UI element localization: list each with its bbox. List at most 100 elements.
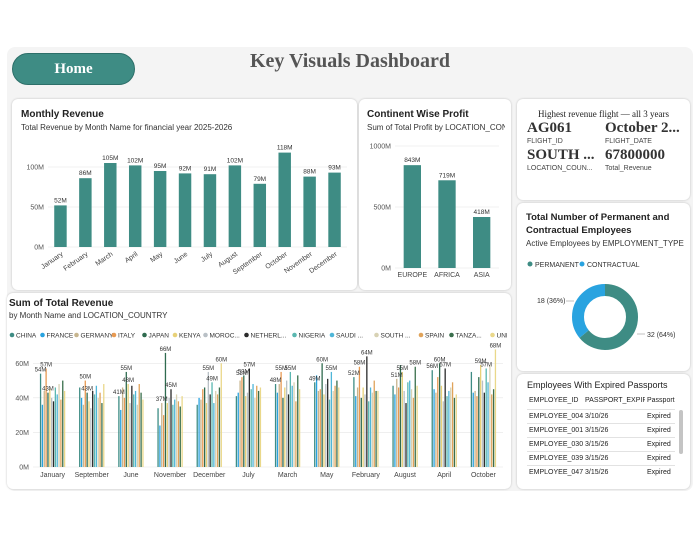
legend-permanent-label: PERMANENT [535, 262, 580, 269]
data-label-january-china: 54M [35, 368, 47, 374]
bar-september-tanza [101, 403, 103, 467]
table-row[interactable]: EMPLOYEE_047 3/15/26 Expired [527, 464, 675, 479]
legend-dot-saudi [329, 332, 335, 338]
bar-february-spain [373, 380, 375, 467]
cell-employee-id: EMPLOYEE_004 [527, 408, 583, 423]
bar-april-spain [451, 382, 454, 467]
bar-august [228, 165, 242, 247]
passports-scrollbar[interactable] [679, 410, 683, 454]
data-label-september-italy: 50M [79, 375, 91, 381]
bar-november-netherl [170, 389, 172, 467]
cell-employee-id: EMPLOYEE_030 [527, 436, 583, 451]
continent-profit-chart: 0M 500M 1000M 843M EUROPE 719M AFRICA 418M ASIA [370, 144, 499, 279]
data-label-july: 91M [204, 166, 217, 173]
data-label-june: 92M [179, 165, 192, 172]
data-label-april-japan: 60M [434, 357, 446, 363]
data-label-january-japan: 43M [42, 387, 54, 393]
bar-september [253, 183, 267, 247]
legend-label-china: CHINA [16, 333, 37, 340]
y-tick-label: 1000M [370, 144, 392, 151]
employees-title-line2: Contractual Employees [526, 225, 632, 236]
bar-january [54, 205, 67, 247]
bar-may-spain [334, 385, 336, 467]
passports-table: EMPLOYEE_ID PASSPORT_EXPIRY Passport St … [527, 393, 675, 479]
legend-dot-south [374, 332, 379, 338]
bar-december-china [196, 404, 198, 467]
bar-may-nigeria [328, 399, 331, 467]
data-label-august-germany: 51M [391, 373, 403, 379]
bar-february-tanza [375, 390, 377, 467]
bar-march-germany [278, 384, 280, 467]
bar-december-tanza [218, 387, 221, 467]
table-row[interactable]: EMPLOYEE_004 3/10/26 Expired [527, 408, 675, 423]
y-tick-label: 500M [373, 205, 391, 212]
bar-july-china [235, 396, 238, 467]
col-header-passport-status[interactable]: Passport St [647, 397, 675, 405]
cell-passport-status: Expired [645, 464, 675, 479]
data-label-march: 105M [102, 155, 118, 162]
table-row[interactable]: EMPLOYEE_001 3/15/26 Expired [527, 422, 675, 437]
x-tick-label: February [352, 472, 381, 479]
bar-may-united [338, 387, 340, 467]
bar-june-china [118, 396, 120, 467]
y-tick-label: 0M [19, 465, 29, 472]
legend-dot-netherl [244, 332, 249, 338]
bar-april-germany [435, 392, 437, 467]
bar-september-netherl [92, 390, 94, 467]
table-row[interactable]: EMPLOYEE_030 3/15/26 Expired [527, 436, 675, 451]
x-tick-label: April [437, 472, 451, 479]
employees-donut-chart: PERMANENT CONTRACTUAL 18 (36%) 32 (64%) [527, 261, 675, 350]
bar-june-kenya [127, 384, 129, 467]
bar-february-germany [356, 387, 359, 467]
bar-may-china [314, 382, 316, 467]
employees-subtitle: Active Employees by EMPLOYMENT_TYPE [526, 239, 684, 248]
bar-august-moroc [403, 390, 405, 467]
bar-november-kenya [166, 403, 168, 467]
bar-march-netherl [287, 394, 290, 467]
data-label-october-nigeria: 57M [480, 362, 492, 368]
bar-february-france [355, 396, 357, 467]
y-tick-label: 0M [34, 245, 44, 252]
bar-october-japan [478, 377, 480, 467]
home-button[interactable]: Home [12, 53, 135, 85]
legend-label-france: FRANCE [47, 333, 74, 340]
bar-march-nigeria [289, 371, 292, 467]
data-label-october: 118M [277, 145, 293, 152]
legend-label-kenya: KENYA [179, 333, 201, 340]
bar-february-netherl [366, 356, 368, 467]
bar-june-united [142, 399, 144, 467]
donut-label-permanent: 32 (64%) [647, 332, 675, 339]
col-header-employee-id[interactable]: EMPLOYEE_ID [529, 397, 579, 405]
bar-july-netherl [248, 368, 250, 467]
bar-march-spain [295, 401, 297, 467]
bar-africa [438, 180, 456, 268]
data-label-july-italy: 52M [236, 371, 248, 377]
data-label-november: 88M [303, 169, 316, 176]
table-row[interactable]: EMPLOYEE_039 3/15/26 Expired [527, 450, 675, 465]
bar-july-saudi [252, 384, 254, 467]
legend-label-united: UNITED ... [497, 333, 508, 340]
legend-permanent-dot [527, 261, 533, 267]
col-header-passport-expiry[interactable]: PASSPORT_EXPIRY [585, 397, 645, 405]
bar-january-netherl [52, 401, 55, 467]
bar-april-netherl [444, 368, 446, 467]
bar-april-china [431, 370, 433, 467]
bar-october-nigeria [485, 368, 487, 467]
bar-january-united [63, 390, 66, 467]
bar-july-japan [243, 375, 245, 467]
data-label-december: 93M [328, 165, 341, 172]
bar-march-france [276, 392, 279, 467]
bar-august-kenya [401, 371, 403, 467]
bar-january-germany [43, 390, 45, 467]
bar-october-united [494, 349, 497, 467]
bar-september-saudi [95, 385, 98, 467]
bar-march-united [298, 389, 301, 467]
cell-passport-expiry: 3/15/26 [583, 436, 645, 451]
x-tick-label: AFRICA [434, 272, 460, 279]
bar-europe [403, 165, 421, 268]
bar-december-moroc [207, 371, 209, 467]
bar-april-japan [438, 363, 441, 467]
x-tick-label: January [40, 472, 65, 479]
x-tick-label: March [278, 472, 298, 479]
bar-november-tanza [179, 406, 181, 467]
